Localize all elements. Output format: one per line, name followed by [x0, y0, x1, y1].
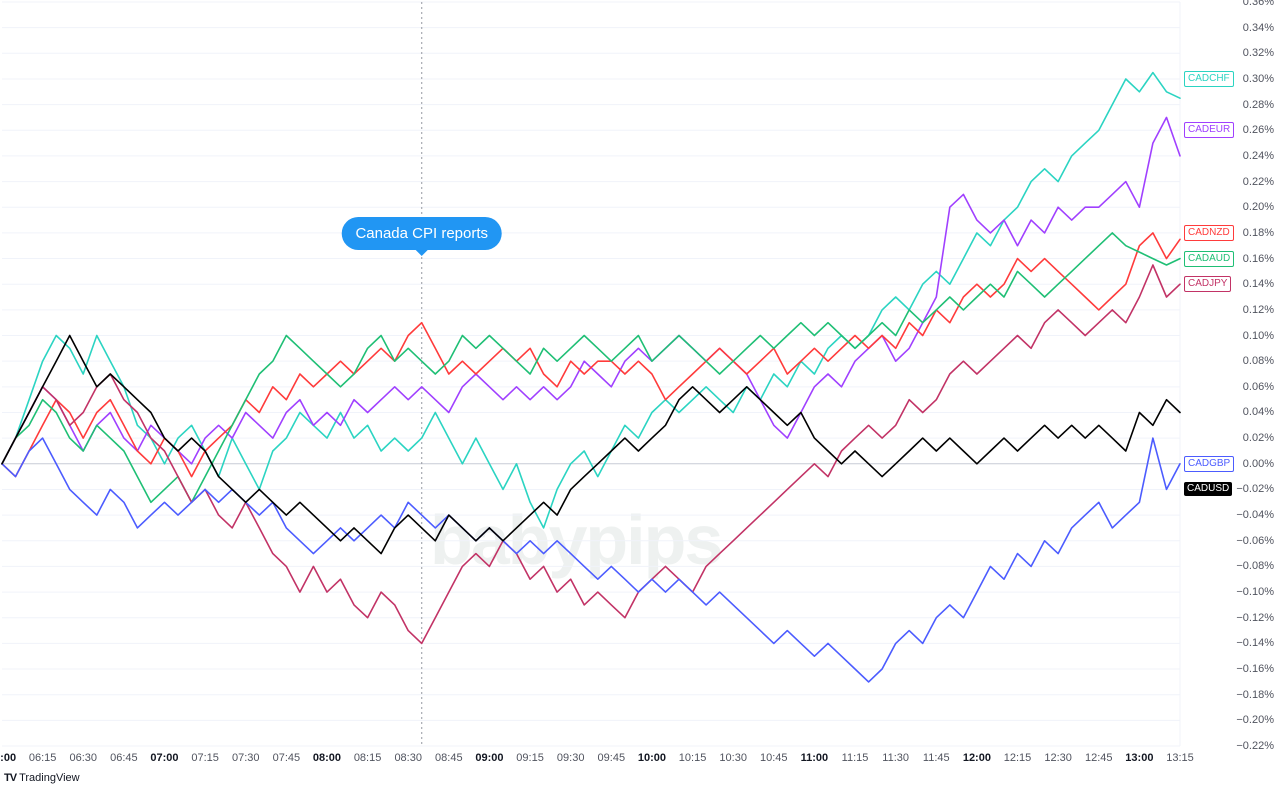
x-tick: 11:00 — [801, 752, 829, 764]
y-tick: 0.08% — [1243, 355, 1274, 367]
event-annotation: Canada CPI reports — [341, 217, 502, 250]
y-tick: −0.16% — [1236, 663, 1274, 675]
series-label-cadeur[interactable]: CADEUR — [1184, 122, 1234, 138]
series-cadchf — [2, 73, 1180, 528]
series-label-cadaud[interactable]: CADAUD — [1184, 251, 1234, 267]
y-tick: 0.00% — [1243, 458, 1274, 470]
y-tick: 0.32% — [1243, 47, 1274, 59]
y-tick: −0.18% — [1236, 689, 1274, 701]
y-tick: 0.28% — [1243, 99, 1274, 111]
y-tick: −0.04% — [1236, 509, 1274, 521]
y-tick: 0.24% — [1243, 150, 1274, 162]
y-tick: 0.16% — [1243, 253, 1274, 265]
y-tick: −0.10% — [1236, 586, 1274, 598]
y-tick: −0.20% — [1236, 714, 1274, 726]
x-tick: 07:30 — [232, 752, 260, 764]
y-tick: 0.02% — [1243, 432, 1274, 444]
y-tick: 0.30% — [1243, 73, 1274, 85]
y-tick: 0.34% — [1243, 22, 1274, 34]
y-tick: 0.06% — [1243, 381, 1274, 393]
x-tick: 13:00 — [1125, 752, 1153, 764]
x-tick: 06:15 — [29, 752, 57, 764]
x-tick: 10:15 — [679, 752, 707, 764]
chart-container[interactable]: babypips Canada CPI reports CADCHFCADEUR… — [0, 0, 1280, 788]
chart-plot[interactable] — [0, 0, 1280, 788]
x-tick: 09:15 — [516, 752, 544, 764]
y-tick: 0.26% — [1243, 124, 1274, 136]
y-tick: 0.14% — [1243, 278, 1274, 290]
y-tick: −0.22% — [1236, 740, 1274, 752]
y-tick: 0.12% — [1243, 304, 1274, 316]
series-label-cadchf[interactable]: CADCHF — [1184, 71, 1234, 87]
series-cadnzd — [2, 233, 1180, 477]
attribution: TVTradingView — [4, 772, 80, 784]
x-tick: 09:45 — [598, 752, 626, 764]
series-cadeur — [2, 117, 1180, 463]
series-label-cadusd[interactable]: CADUSD — [1184, 482, 1232, 496]
y-tick: 0.10% — [1243, 330, 1274, 342]
series-cadgbp — [2, 438, 1180, 682]
x-tick: 10:45 — [760, 752, 788, 764]
x-tick: 06:30 — [69, 752, 97, 764]
series-label-cadnzd[interactable]: CADNZD — [1184, 225, 1234, 241]
y-tick: 0.20% — [1243, 201, 1274, 213]
series-label-cadgbp[interactable]: CADGBP — [1184, 456, 1234, 472]
x-tick: 12:00 — [963, 752, 991, 764]
x-tick: 09:00 — [475, 752, 503, 764]
x-tick: 06:45 — [110, 752, 138, 764]
x-tick: 10:00 — [638, 752, 666, 764]
annotation-text: Canada CPI reports — [355, 225, 488, 242]
x-tick: 12:45 — [1085, 752, 1113, 764]
x-tick: 08:45 — [435, 752, 463, 764]
x-tick: 06:00 — [0, 752, 16, 764]
y-tick: −0.06% — [1236, 535, 1274, 547]
x-tick: 11:15 — [842, 752, 869, 764]
x-tick: 11:30 — [882, 752, 909, 764]
x-tick: 08:00 — [313, 752, 341, 764]
x-tick: 09:30 — [557, 752, 585, 764]
y-tick: −0.14% — [1236, 637, 1274, 649]
x-tick: 10:30 — [719, 752, 747, 764]
y-tick: 0.18% — [1243, 227, 1274, 239]
series-cadjpy — [2, 265, 1180, 643]
y-tick: −0.08% — [1236, 560, 1274, 572]
x-tick: 08:15 — [354, 752, 382, 764]
x-tick: 12:30 — [1044, 752, 1072, 764]
y-tick: −0.02% — [1236, 483, 1274, 495]
x-tick: 07:45 — [273, 752, 301, 764]
x-tick: 12:15 — [1004, 752, 1032, 764]
attribution-text: TradingView — [19, 772, 80, 784]
tradingview-logo-icon: TV — [4, 772, 16, 784]
y-tick: 0.04% — [1243, 406, 1274, 418]
x-tick: 07:15 — [191, 752, 219, 764]
y-tick: 0.36% — [1243, 0, 1274, 8]
x-tick: 07:00 — [150, 752, 178, 764]
y-tick: −0.12% — [1236, 612, 1274, 624]
y-tick: 0.22% — [1243, 176, 1274, 188]
x-tick: 08:30 — [394, 752, 422, 764]
series-label-cadjpy[interactable]: CADJPY — [1184, 276, 1231, 292]
x-tick: 11:45 — [923, 752, 950, 764]
x-tick: 13:15 — [1166, 752, 1194, 764]
